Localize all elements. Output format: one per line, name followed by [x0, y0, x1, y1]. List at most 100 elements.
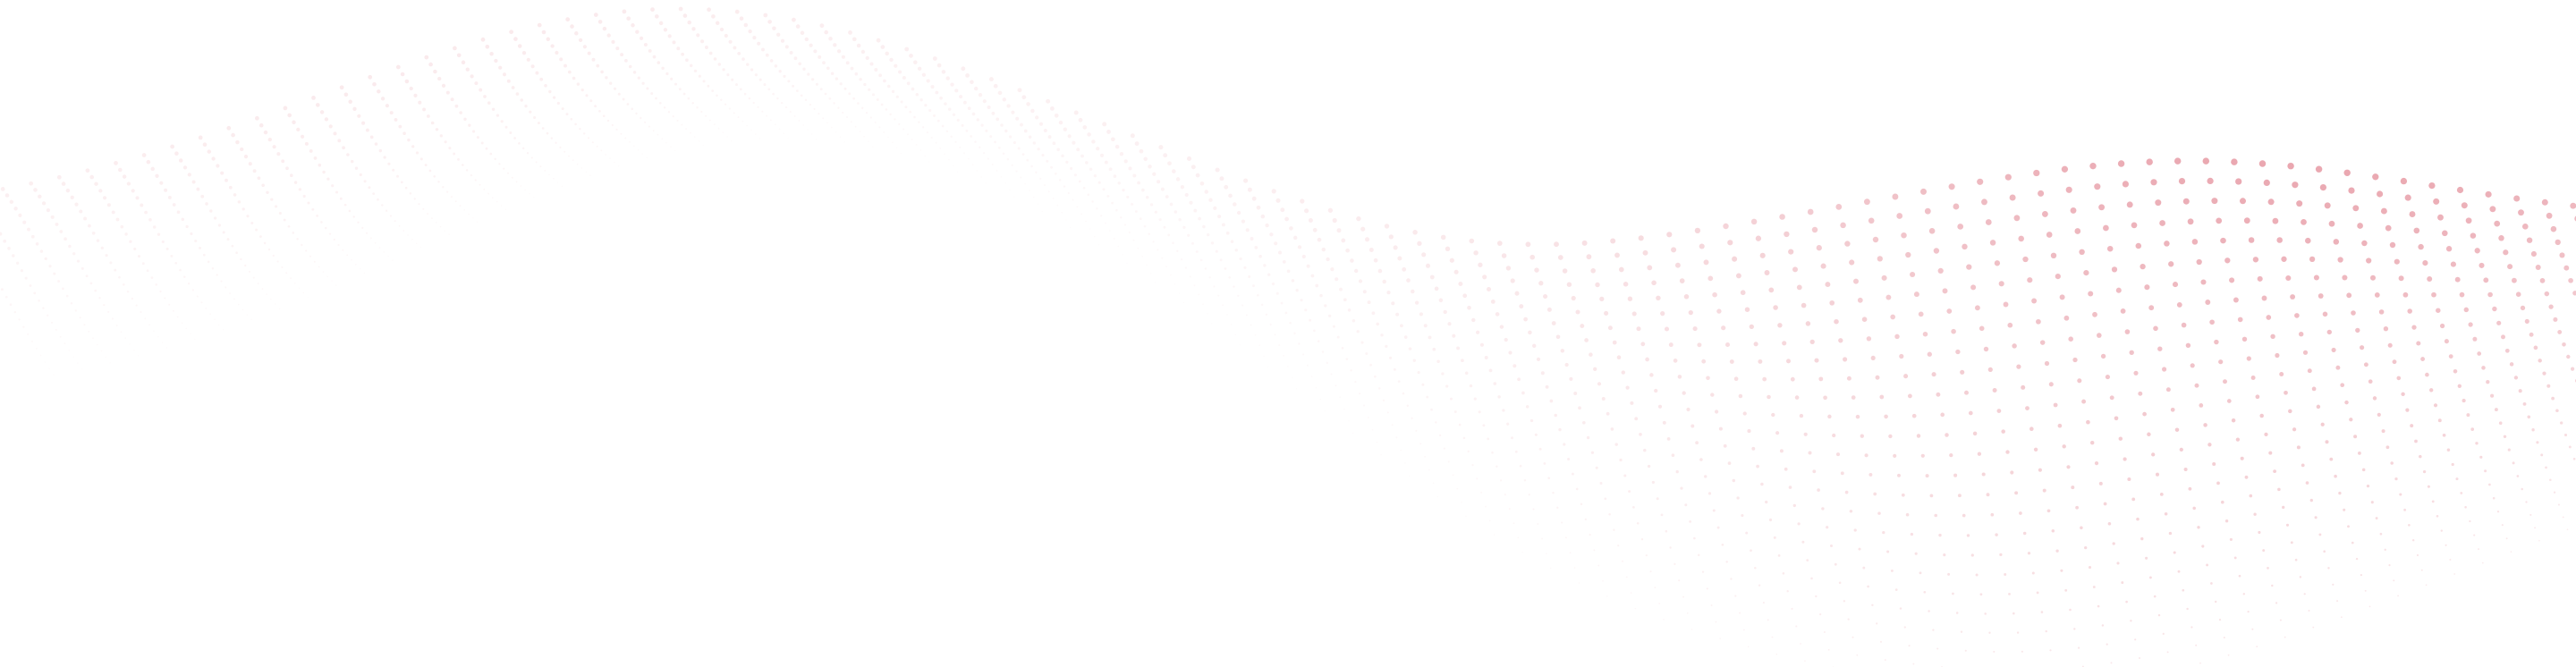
dot	[1538, 447, 1542, 451]
dot	[259, 235, 262, 238]
dot	[2174, 157, 2182, 165]
dot	[2433, 198, 2440, 205]
dot	[1599, 482, 1603, 485]
dot	[1350, 369, 1352, 372]
dot	[1430, 408, 1433, 411]
dot	[1724, 342, 1731, 348]
dot	[2427, 276, 2433, 282]
dot	[1519, 464, 1522, 468]
dot	[2433, 403, 2438, 408]
dot	[422, 107, 427, 112]
dot	[2409, 211, 2416, 218]
dot	[1043, 128, 1047, 133]
dot	[2420, 357, 2426, 362]
dot	[2134, 638, 2137, 641]
dot	[778, 128, 781, 130]
dot	[568, 155, 570, 157]
dot	[276, 260, 279, 263]
dot	[350, 159, 354, 164]
dot	[53, 272, 56, 275]
dot	[2240, 456, 2244, 460]
dot	[1113, 237, 1115, 240]
dot	[322, 271, 325, 273]
dot	[1224, 267, 1227, 270]
dot	[2098, 481, 2103, 485]
dot	[1193, 284, 1196, 287]
dot	[1762, 376, 1767, 382]
dot	[769, 59, 774, 63]
dot	[2384, 548, 2386, 551]
dot	[1287, 366, 1289, 367]
dot	[1097, 181, 1101, 184]
dot	[521, 147, 525, 150]
dot	[2343, 169, 2351, 177]
dot	[1994, 260, 2001, 266]
dot	[1750, 218, 1758, 225]
dot	[1730, 578, 1733, 580]
dot	[1161, 257, 1164, 259]
dot	[1317, 237, 1322, 242]
dot	[1856, 654, 1859, 656]
dot	[439, 225, 442, 228]
dot	[1041, 154, 1045, 157]
dot	[2557, 329, 2563, 334]
dot	[470, 173, 473, 177]
dot	[513, 137, 516, 139]
dot	[1447, 322, 1452, 326]
dot	[1274, 334, 1276, 336]
dot	[1536, 357, 1541, 362]
dot	[580, 167, 583, 169]
dot	[728, 107, 731, 110]
dot	[1607, 325, 1613, 331]
dot	[2541, 198, 2548, 206]
dot	[913, 60, 918, 64]
dot	[1823, 395, 1827, 401]
dot	[2572, 457, 2576, 460]
dot	[1488, 519, 1491, 522]
dot	[2440, 529, 2443, 532]
dot	[342, 249, 344, 251]
dot	[587, 137, 590, 139]
dot	[1525, 405, 1530, 409]
dot	[944, 153, 945, 155]
dot	[394, 220, 396, 223]
dot	[250, 318, 252, 320]
dot	[1230, 324, 1233, 325]
dot	[1530, 254, 1536, 260]
dot	[1443, 309, 1447, 315]
dot	[1852, 636, 1854, 638]
dot	[2374, 292, 2380, 298]
dot	[909, 54, 913, 58]
dot	[1669, 546, 1672, 549]
dot	[1613, 528, 1615, 531]
dot	[758, 138, 761, 139]
dot	[1697, 342, 1702, 348]
dot	[564, 63, 567, 68]
dot	[0, 232, 3, 236]
dot	[2033, 169, 2040, 177]
dot	[267, 137, 272, 142]
dot	[354, 166, 359, 170]
dot	[2079, 249, 2085, 256]
dot	[1847, 618, 1850, 621]
dot	[1278, 344, 1281, 346]
dot	[626, 16, 631, 21]
dot	[416, 242, 418, 245]
dot	[2018, 235, 2024, 242]
dot	[1786, 590, 1789, 593]
dot	[2276, 237, 2283, 243]
dot	[830, 72, 835, 75]
dot	[1514, 450, 1518, 453]
dot	[1849, 259, 1855, 266]
dot	[159, 181, 164, 185]
dot	[2139, 657, 2140, 659]
dot	[1132, 239, 1135, 241]
dot	[880, 103, 884, 106]
dot	[290, 173, 293, 177]
dot	[339, 85, 344, 90]
dot	[1788, 249, 1794, 255]
dot	[2475, 442, 2479, 445]
dot	[435, 128, 439, 131]
dot	[103, 303, 106, 307]
dot	[1608, 512, 1611, 516]
